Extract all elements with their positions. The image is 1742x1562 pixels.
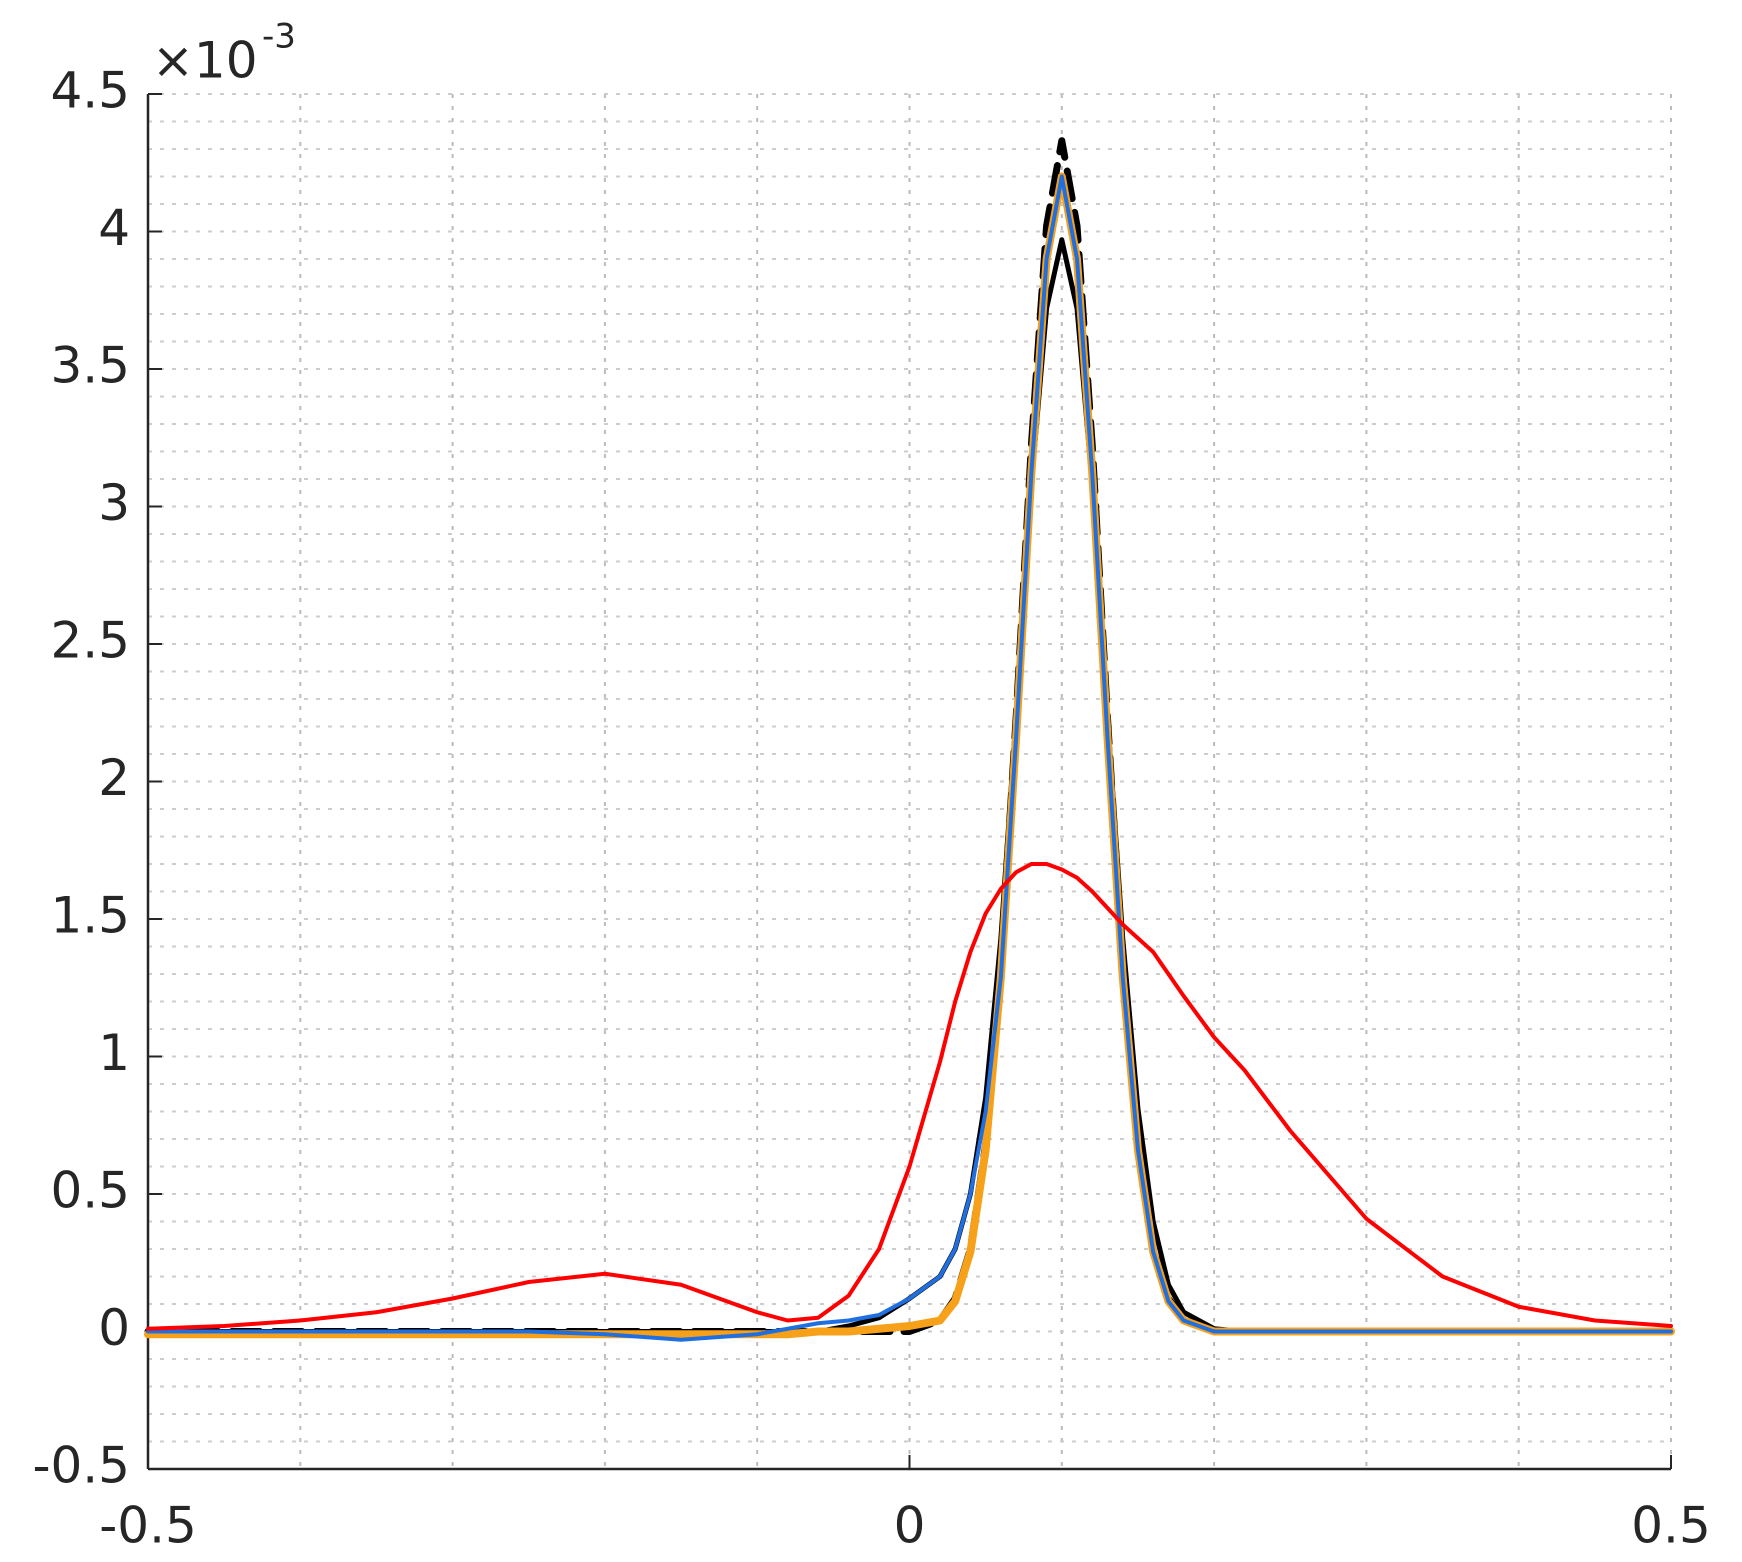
y-tick-label: 1.5 bbox=[50, 887, 130, 945]
series-line bbox=[146, 174, 1673, 1342]
y-tick-label: 4 bbox=[98, 199, 130, 257]
y-tick-label: 2 bbox=[98, 749, 130, 807]
y-tick-label: 0 bbox=[98, 1299, 130, 1357]
y-tick-label: 0.5 bbox=[50, 1162, 130, 1220]
y-tick-label: 4.5 bbox=[50, 62, 130, 120]
y-tick-label: 3 bbox=[98, 474, 130, 532]
x-tick-label: -0.5 bbox=[99, 1497, 197, 1555]
series-line bbox=[146, 862, 1673, 1331]
y-tick-label: 1 bbox=[98, 1024, 130, 1082]
y-tick-label: -0.5 bbox=[32, 1437, 130, 1495]
x-tick-label: 0 bbox=[894, 1497, 926, 1555]
x-tick-label: 0.5 bbox=[1631, 1497, 1711, 1555]
y-tick-label: 2.5 bbox=[50, 612, 130, 670]
y-exponent: -3 bbox=[262, 17, 296, 57]
y-multiplier: ×10 bbox=[152, 32, 258, 90]
y-tick-label: 3.5 bbox=[50, 337, 130, 395]
